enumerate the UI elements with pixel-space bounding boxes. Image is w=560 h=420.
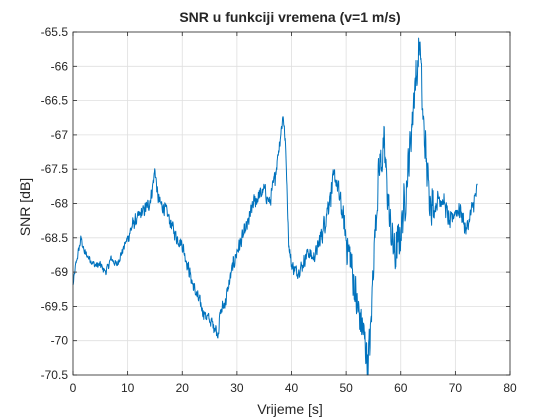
- chart-title: SNR u funkciji vremena (v=1 m/s): [179, 9, 400, 25]
- x-tick-label: 20: [176, 381, 190, 395]
- y-tick-label: -67.5: [41, 162, 69, 176]
- x-tick-label: 10: [121, 381, 135, 395]
- x-tick-label: 70: [449, 381, 463, 395]
- snr-series-line: [72, 37, 478, 376]
- y-tick-label: -70: [51, 334, 69, 348]
- x-tick-label: 30: [230, 381, 244, 395]
- x-tick-label: 60: [394, 381, 408, 395]
- y-tick-label: -69.5: [41, 299, 69, 313]
- x-tick-label: 40: [285, 381, 299, 395]
- x-tick-label: 0: [70, 381, 77, 395]
- y-tick-label: -66.5: [41, 94, 69, 108]
- plot-area: [72, 37, 478, 376]
- axis-ticks: 0 10 20 30 40 50 60 70 80 -70.5 -70 -69.5 -69 -68.5 -6…: [41, 25, 517, 395]
- y-tick-label: -68: [51, 197, 69, 211]
- y-tick-label: -70.5: [41, 368, 69, 382]
- x-tick-label: 50: [339, 381, 353, 395]
- x-tick-label: 80: [503, 381, 517, 395]
- y-tick-label: -68.5: [41, 231, 69, 245]
- y-tick-label: -67: [51, 128, 69, 142]
- grid-lines: [72, 31, 511, 376]
- y-axis-label: SNR [dB]: [17, 178, 33, 236]
- y-tick-label: -65.5: [41, 25, 69, 39]
- y-tick-label: -66: [51, 59, 69, 73]
- x-axis-label: Vrijeme [s]: [257, 401, 323, 417]
- y-tick-label: -69: [51, 265, 69, 279]
